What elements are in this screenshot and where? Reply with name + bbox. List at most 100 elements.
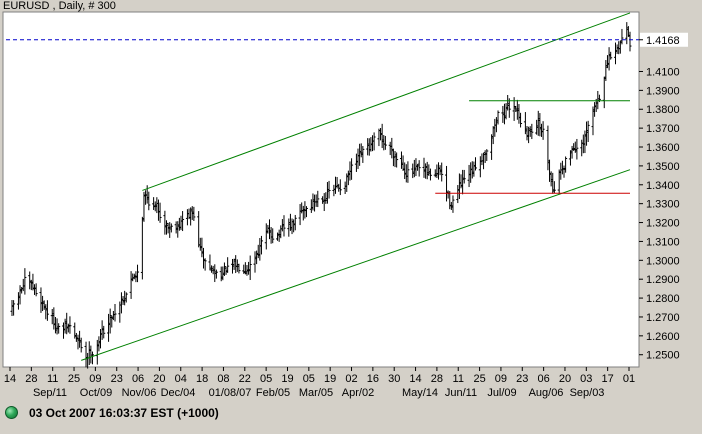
x-tick-label: 30 bbox=[388, 373, 400, 385]
plot-area[interactable] bbox=[2, 11, 640, 368]
x-tick-label: 16 bbox=[367, 373, 379, 385]
price-bar bbox=[147, 191, 151, 211]
x-tick-label: 05 bbox=[260, 373, 272, 385]
price-bar bbox=[259, 235, 263, 255]
y-tick-label: 1.3100 bbox=[646, 236, 680, 248]
x-month-label: Aug/06 bbox=[529, 387, 564, 399]
x-tick-label: 06 bbox=[537, 373, 549, 385]
x-tick-label: 14 bbox=[409, 373, 421, 385]
price-bar bbox=[372, 132, 376, 151]
price-bar bbox=[552, 181, 556, 194]
price-bar bbox=[271, 228, 275, 244]
x-tick-label: 17 bbox=[602, 373, 614, 385]
price-bar bbox=[158, 202, 162, 223]
price-bar bbox=[327, 180, 331, 199]
y-axis: 1.2500 1.2600 1.2700 1.2800 1.2900 1.3000 1.31… bbox=[639, 32, 688, 362]
price-bar bbox=[45, 300, 49, 321]
x-month-label: Nov/06 bbox=[122, 387, 157, 399]
lower-channel-line[interactable] bbox=[81, 169, 631, 361]
x-tick-label: 23 bbox=[516, 373, 528, 385]
x-axis: 14 28 11 25 09 23 06 20 04 18 08 22 05 19 05 19 02 16 30 14… bbox=[4, 367, 635, 399]
price-bar bbox=[68, 316, 72, 334]
y-tick-label: 1.3400 bbox=[646, 180, 680, 192]
price-bar bbox=[237, 263, 241, 274]
x-tick-label: 11 bbox=[453, 373, 464, 385]
x-tick-label: 14 bbox=[4, 373, 16, 385]
x-month-label: May/14 bbox=[402, 387, 438, 399]
x-month-label: Jun/11 bbox=[445, 387, 477, 399]
price-bar bbox=[124, 292, 128, 303]
x-tick-label: 09 bbox=[89, 373, 101, 385]
x-tick-label: 22 bbox=[239, 373, 251, 385]
status-bar bbox=[0, 400, 702, 429]
price-bar bbox=[214, 269, 218, 279]
y-tick-label: 1.3000 bbox=[646, 255, 680, 267]
y-tick-label: 1.3500 bbox=[646, 161, 680, 173]
x-month-label: 01/08/07 bbox=[209, 387, 252, 399]
x-tick-label: 02 bbox=[345, 373, 357, 385]
price-bar bbox=[282, 215, 286, 237]
x-month-label: Jul/09 bbox=[487, 387, 516, 399]
x-tick-label: 03 bbox=[580, 373, 592, 385]
price-bar bbox=[417, 160, 421, 177]
y-tick-label: 1.3800 bbox=[646, 104, 680, 116]
price-bar bbox=[383, 135, 387, 150]
price-bar bbox=[350, 158, 354, 180]
price-bar bbox=[462, 169, 466, 184]
x-month-label: Apr/02 bbox=[342, 387, 374, 399]
x-tick-label: 04 bbox=[175, 373, 187, 385]
x-month-label: Sep/03 bbox=[570, 387, 605, 399]
price-bar bbox=[102, 325, 106, 339]
x-tick-label: 11 bbox=[47, 373, 58, 385]
price-bar bbox=[136, 264, 140, 283]
price-bar bbox=[226, 257, 230, 273]
price-bar bbox=[316, 190, 320, 208]
x-tick-label: 19 bbox=[324, 373, 336, 385]
price-bar bbox=[248, 255, 252, 280]
price-bar bbox=[530, 123, 534, 140]
y-tick-label: 1.3600 bbox=[646, 142, 680, 154]
y-tick-label: 1.3700 bbox=[646, 123, 680, 135]
y-tick-label: 1.3200 bbox=[646, 218, 680, 230]
price-bar bbox=[620, 28, 624, 45]
x-tick-label: 08 bbox=[217, 373, 229, 385]
upper-channel-line[interactable] bbox=[142, 12, 631, 191]
x-tick-label: 05 bbox=[303, 373, 315, 385]
y-tick-label: 1.2600 bbox=[646, 331, 680, 343]
current-price-label: 1.4168 bbox=[646, 35, 680, 47]
price-bar bbox=[541, 121, 545, 140]
x-tick-label: 25 bbox=[68, 373, 80, 385]
price-bar bbox=[203, 258, 207, 271]
x-tick-label: 18 bbox=[196, 373, 208, 385]
y-tick-label: 1.3900 bbox=[646, 85, 680, 97]
x-month-label: Mar/05 bbox=[299, 387, 333, 399]
price-bar bbox=[519, 112, 523, 128]
price-bar bbox=[305, 206, 309, 218]
x-tick-label: 20 bbox=[559, 373, 571, 385]
price-bar bbox=[192, 206, 196, 221]
price-bar bbox=[609, 51, 613, 60]
price-bar bbox=[181, 211, 185, 232]
x-month-label: Oct/09 bbox=[80, 387, 112, 399]
price-bar bbox=[90, 351, 94, 365]
trend-lines bbox=[6, 12, 639, 361]
price-bar bbox=[586, 120, 590, 143]
price-bar bbox=[361, 146, 365, 163]
x-tick-label: 28 bbox=[25, 373, 37, 385]
y-tick-label: 1.2500 bbox=[646, 350, 680, 362]
x-month-label: Sep/11 bbox=[33, 387, 67, 399]
x-tick-label: 09 bbox=[495, 373, 507, 385]
price-bar bbox=[575, 138, 579, 160]
connection-status-icon bbox=[5, 406, 18, 419]
y-tick-label: 1.2800 bbox=[646, 293, 680, 305]
x-month-label: Feb/05 bbox=[256, 387, 290, 399]
price-bar bbox=[496, 110, 500, 125]
y-tick-label: 1.2700 bbox=[646, 312, 680, 324]
price-bar bbox=[293, 214, 297, 231]
price-bar bbox=[395, 152, 399, 168]
price-bars bbox=[10, 22, 632, 369]
price-bar bbox=[474, 157, 477, 171]
x-tick-label: 28 bbox=[431, 373, 443, 385]
x-tick-label: 20 bbox=[153, 373, 165, 385]
